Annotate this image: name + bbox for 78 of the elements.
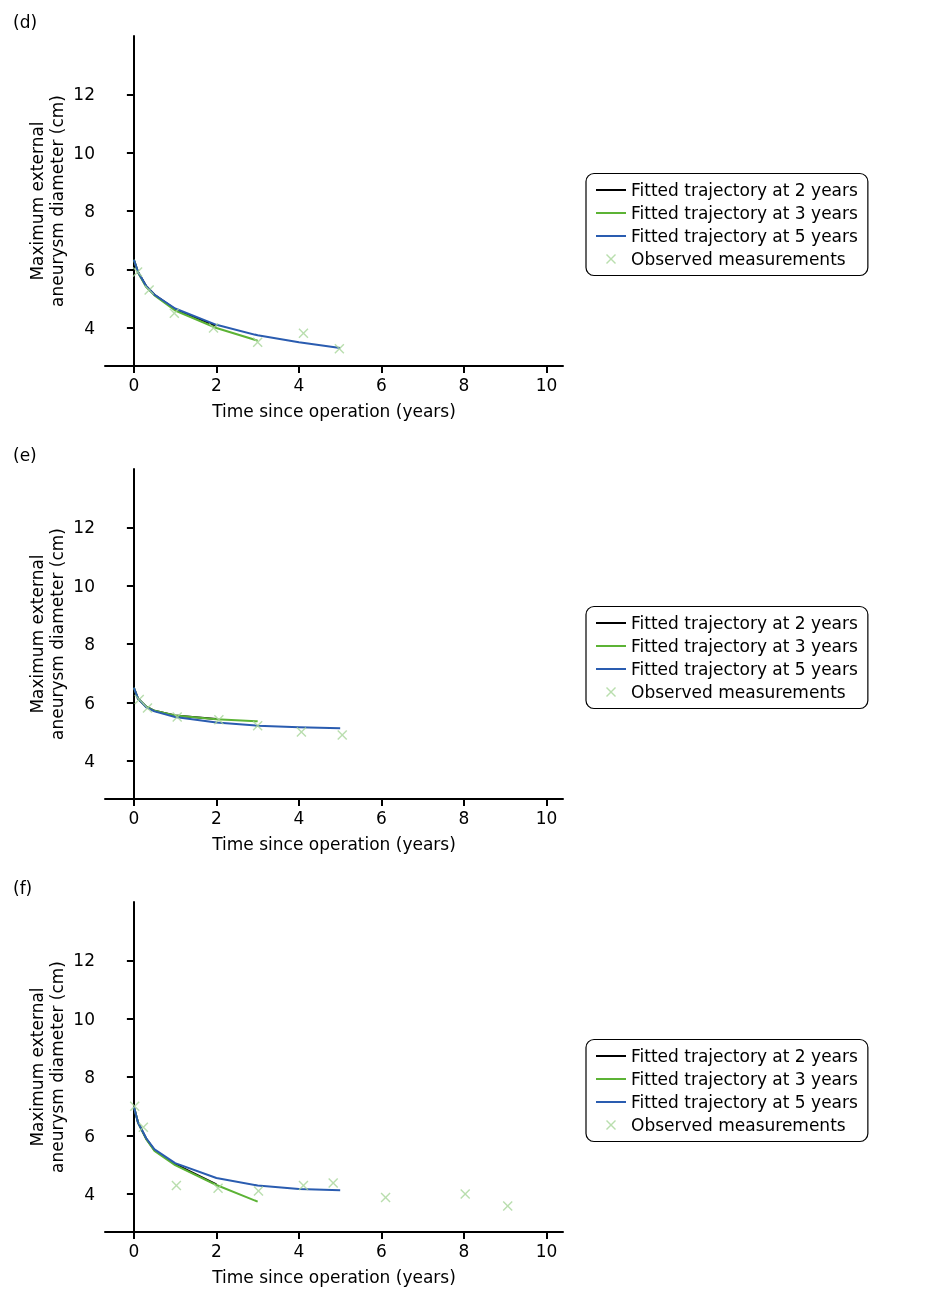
point xyxy=(298,328,309,339)
x-tick-label: 6 xyxy=(376,374,387,395)
x-tick-label: 10 xyxy=(535,807,558,828)
y-tick-label: 4 xyxy=(84,1184,95,1205)
point xyxy=(380,1192,391,1203)
x-tick-label: 2 xyxy=(210,374,222,395)
legend-label: Fitted trajectory at 2 years xyxy=(631,1046,858,1066)
point xyxy=(460,1189,471,1200)
y-tick-label: 12 xyxy=(73,84,95,105)
x-tick-label: 4 xyxy=(293,1240,305,1261)
point xyxy=(296,727,307,738)
x-tick-label: 6 xyxy=(376,1240,387,1261)
x-tick-label: 10 xyxy=(535,1240,558,1261)
point xyxy=(208,323,219,334)
x-tick-label: 4 xyxy=(293,807,305,828)
point xyxy=(134,694,145,705)
point xyxy=(171,1180,182,1191)
chart-title: (f) xyxy=(13,877,33,898)
y-tick-label: 10 xyxy=(73,142,95,163)
y-tick-label: 4 xyxy=(84,318,95,339)
y-tick-label: 6 xyxy=(84,692,95,713)
x-tick-label: 10 xyxy=(535,374,558,395)
point xyxy=(252,720,263,731)
point xyxy=(334,343,345,354)
x-tick-label: 8 xyxy=(458,374,470,395)
y-tick-label: 12 xyxy=(73,950,95,971)
x-tick-label: 0 xyxy=(128,1240,140,1261)
y-tick-label: 12 xyxy=(73,517,95,538)
x-tick-label: 0 xyxy=(128,374,140,395)
y-tick-label: 8 xyxy=(84,201,95,222)
y-tick-label: 10 xyxy=(73,1008,95,1029)
point xyxy=(298,1180,309,1191)
y-axis-title: Maximum external aneurysm diameter (cm) xyxy=(27,95,67,307)
chart-title: (e) xyxy=(13,444,37,465)
point xyxy=(252,337,263,348)
point xyxy=(144,285,155,296)
y-axis-title: Maximum external aneurysm diameter (cm) xyxy=(27,528,67,740)
point xyxy=(138,1122,149,1133)
y-tick-label: 4 xyxy=(84,751,95,772)
legend-label: Fitted trajectory at 5 years xyxy=(631,659,858,679)
legend-label: Observed measurements xyxy=(631,249,846,269)
point xyxy=(132,266,143,277)
point xyxy=(142,702,153,713)
point xyxy=(129,1101,140,1112)
point xyxy=(337,730,348,741)
legend-label: Observed measurements xyxy=(631,682,846,702)
x-tick-label: 8 xyxy=(458,807,470,828)
point xyxy=(253,1186,264,1197)
x-axis-title: Time since operation (years) xyxy=(211,400,456,421)
y-axis-title: Maximum external aneurysm diameter (cm) xyxy=(27,961,67,1173)
x-tick-label: 6 xyxy=(376,807,387,828)
legend-label: Observed measurements xyxy=(631,1115,846,1135)
x-axis-title: Time since operation (years) xyxy=(211,1266,456,1287)
x-tick-label: 8 xyxy=(458,1240,470,1261)
legend-label: Fitted trajectory at 3 years xyxy=(631,1069,858,1089)
point xyxy=(213,1183,224,1194)
legend-label: Fitted trajectory at 2 years xyxy=(631,180,858,200)
chart-title: (d) xyxy=(13,11,38,32)
y-tick-label: 8 xyxy=(84,1067,95,1088)
x-tick-label: 2 xyxy=(210,807,222,828)
y-tick-label: 6 xyxy=(84,1125,95,1146)
y-tick-label: 6 xyxy=(84,259,95,280)
point xyxy=(169,308,180,319)
x-tick-label: 2 xyxy=(210,1240,222,1261)
y-tick-label: 8 xyxy=(84,634,95,655)
legend-label: Fitted trajectory at 3 years xyxy=(631,636,858,656)
legend-label: Fitted trajectory at 5 years xyxy=(631,226,858,246)
x-tick-label: 4 xyxy=(293,374,305,395)
legend-label: Fitted trajectory at 2 years xyxy=(631,613,858,633)
y-tick-label: 10 xyxy=(73,575,95,596)
legend-label: Fitted trajectory at 3 years xyxy=(631,203,858,223)
x-tick-label: 0 xyxy=(128,807,140,828)
point xyxy=(502,1201,513,1212)
x-axis-title: Time since operation (years) xyxy=(211,833,456,854)
point xyxy=(172,711,183,722)
point xyxy=(213,714,224,725)
point xyxy=(328,1177,339,1188)
legend-label: Fitted trajectory at 5 years xyxy=(631,1092,858,1112)
